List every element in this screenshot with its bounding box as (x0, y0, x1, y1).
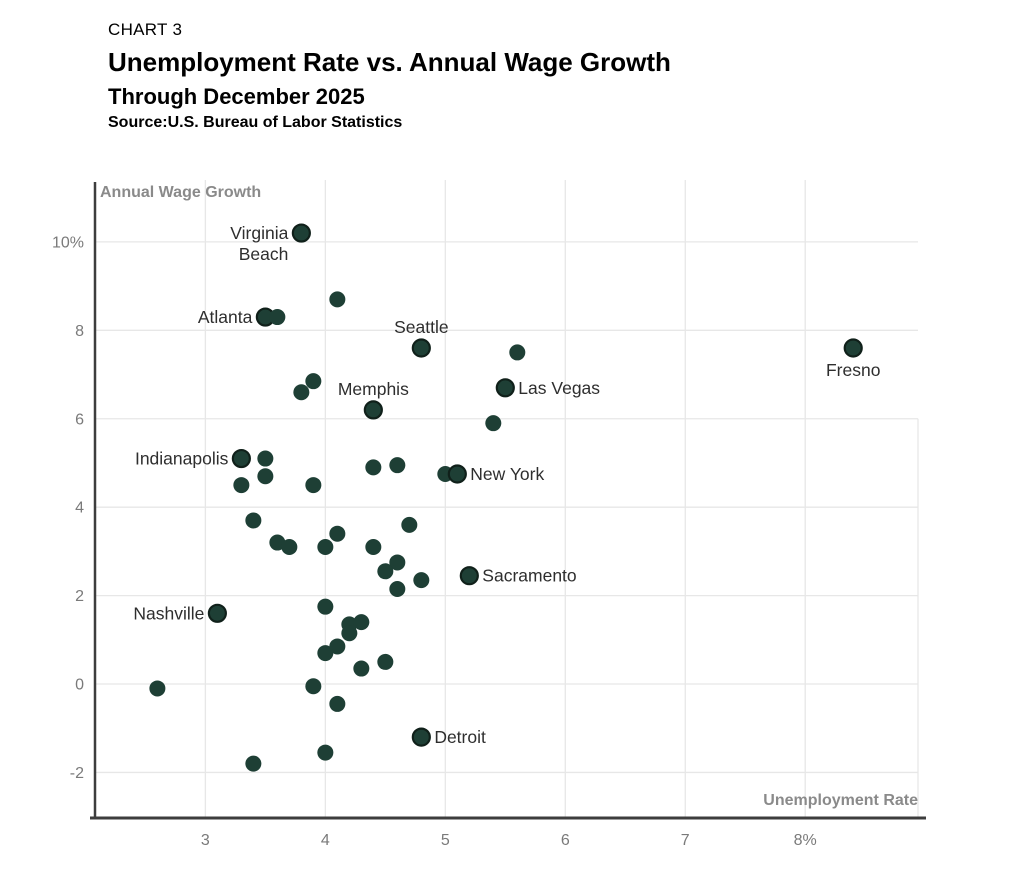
city-label: Indianapolis (135, 449, 229, 469)
y-tick-label: 2 (75, 588, 84, 605)
x-axis-title: Unemployment Rate (763, 792, 918, 809)
data-point (269, 309, 286, 326)
city-label: Nashville (133, 603, 204, 623)
data-point (377, 653, 394, 670)
data-point (245, 755, 262, 772)
data-point (329, 291, 346, 308)
city-label: Las Vegas (518, 378, 600, 398)
city-label: Memphis (338, 379, 409, 399)
x-tick-label: 3 (201, 832, 210, 849)
data-point (389, 580, 406, 597)
data-point (305, 678, 322, 695)
data-point (509, 344, 526, 361)
data-point (257, 468, 274, 485)
x-tick-label: 5 (441, 832, 450, 849)
city-label: Sacramento (482, 566, 576, 586)
data-point (495, 378, 515, 398)
y-axis-title: Annual Wage Growth (100, 184, 261, 201)
chart-header: CHART 3 Unemployment Rate vs. Annual Wag… (108, 20, 671, 132)
city-label: New York (470, 464, 544, 484)
y-tick-label: 10% (52, 234, 84, 251)
data-point (291, 223, 311, 243)
data-point (245, 512, 262, 529)
data-point (257, 450, 274, 467)
y-tick-label: 6 (75, 411, 84, 428)
x-tick-label: 7 (681, 832, 690, 849)
data-point (411, 727, 431, 747)
chart-source: Source:U.S. Bureau of Labor Statistics (108, 114, 403, 131)
data-point (269, 534, 286, 551)
data-point (293, 384, 310, 401)
data-point (317, 598, 334, 615)
data-point (281, 538, 298, 555)
data-point (305, 373, 322, 390)
data-point (231, 448, 251, 469)
chart-subtitle: Through December 2025 (108, 84, 365, 109)
data-point (329, 638, 346, 655)
data-point (353, 614, 370, 631)
city-label: Virginia Beach (230, 223, 288, 264)
data-point (401, 516, 418, 533)
chart-title: Unemployment Rate vs. Annual Wage Growth (108, 47, 671, 77)
data-point (317, 645, 334, 662)
data-point (341, 625, 358, 642)
data-point (843, 338, 863, 358)
y-tick-label: 0 (75, 677, 84, 694)
data-point (485, 415, 502, 432)
data-point (317, 744, 334, 761)
data-point (389, 554, 406, 571)
data-point (353, 660, 370, 677)
city-label: Detroit (434, 727, 486, 747)
data-point (329, 525, 346, 542)
y-tick-label: 4 (75, 500, 84, 517)
y-tick-label: 8 (75, 323, 84, 340)
city-label: Seattle (394, 317, 448, 337)
city-label: Fresno (826, 360, 880, 380)
data-point (413, 572, 430, 589)
x-tick-label: 8% (794, 832, 817, 849)
data-point (447, 464, 467, 484)
x-tick-label: 6 (561, 832, 570, 849)
y-tick-label: -2 (70, 765, 84, 782)
data-point (363, 400, 383, 420)
city-label: Atlanta (198, 307, 253, 327)
data-point (365, 538, 382, 555)
data-point (149, 680, 166, 697)
data-point (389, 457, 406, 474)
data-point (233, 477, 250, 494)
chart-kicker: CHART 3 (108, 20, 183, 39)
data-point (317, 538, 334, 555)
data-point (305, 477, 322, 494)
x-tick-label: 4 (321, 832, 330, 849)
data-point (377, 563, 394, 580)
data-point (365, 459, 382, 476)
data-point (207, 603, 227, 623)
data-point (411, 338, 431, 358)
data-point (329, 695, 346, 712)
data-point (459, 566, 479, 586)
